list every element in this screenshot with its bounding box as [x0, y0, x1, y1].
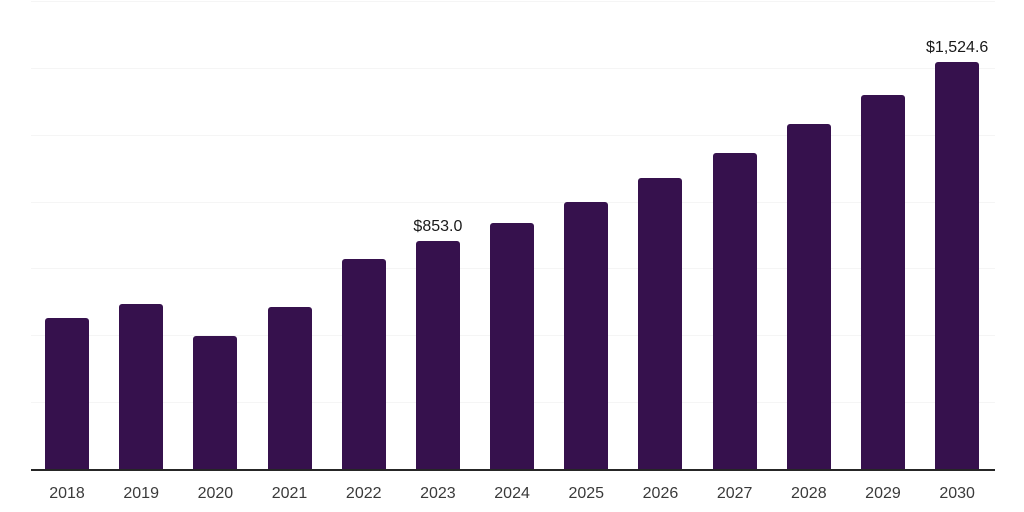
bar-2027: [712, 153, 757, 470]
x-tick-label-2025: 2025: [568, 485, 605, 502]
x-tick-label-2020: 2020: [197, 485, 234, 502]
bar-2024: [490, 222, 535, 470]
gridline-1250: [31, 134, 995, 136]
bar-2029: [860, 94, 905, 470]
x-axis-line: [31, 469, 995, 471]
x-tick-label-2024: 2024: [494, 485, 530, 502]
x-tick-label-2022: 2022: [345, 485, 382, 502]
data-label-2030: $1,524.6: [926, 38, 989, 56]
bar-2023: [415, 241, 460, 470]
bar-2019: [119, 303, 164, 470]
bar-2025: [564, 201, 609, 470]
gridline-1000: [31, 201, 995, 203]
x-tick-label-2027: 2027: [716, 485, 753, 502]
bar-2018: [45, 317, 89, 470]
x-tick-label-2021: 2021: [271, 485, 308, 502]
x-tick-label-2030: 2030: [939, 485, 975, 502]
bar-2026: [638, 177, 683, 470]
x-tick-label-2019: 2019: [123, 485, 159, 502]
bar-2030: [935, 61, 980, 470]
x-tick-label-2029: 2029: [865, 485, 901, 502]
x-tick-label-2026: 2026: [642, 485, 679, 502]
x-tick-label-2018: 2018: [49, 485, 85, 502]
bar-2021: [267, 307, 312, 470]
bar-2028: [786, 123, 831, 470]
gridline-1500: [31, 67, 995, 69]
x-tick-label-2023: 2023: [420, 485, 456, 502]
bar-2020: [193, 335, 238, 470]
bar-2022: [341, 258, 386, 470]
data-label-2023: $853.0: [413, 218, 463, 236]
x-tick-label-2028: 2028: [791, 485, 827, 502]
gridline-1750: [31, 1, 995, 2]
